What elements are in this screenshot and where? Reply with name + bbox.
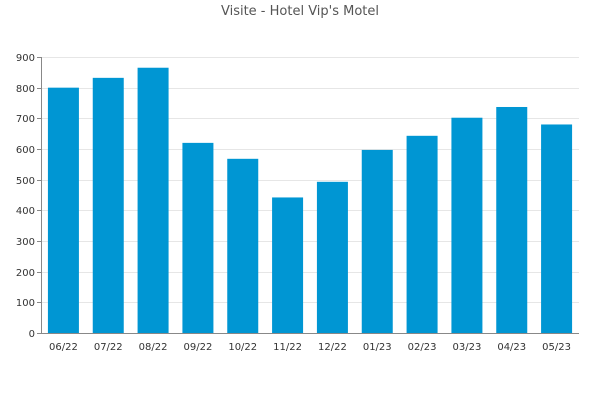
bar-02-23 (406, 135, 438, 333)
y-tick-label: 900 (16, 53, 35, 64)
bar-12-22 (316, 181, 348, 333)
y-tick-label: 600 (16, 145, 35, 156)
bar-06-22 (47, 87, 79, 333)
bar-09-22 (182, 142, 214, 333)
x-tick-label: 02/23 (408, 342, 437, 353)
x-tick-label: 08/22 (139, 342, 168, 353)
y-tick-label: 200 (16, 268, 35, 279)
x-tick-label: 10/22 (228, 342, 257, 353)
y-tick-label: 100 (16, 298, 35, 309)
bar-01-23 (361, 149, 393, 333)
grid-lines (41, 57, 579, 303)
x-tick-label: 05/23 (542, 342, 571, 353)
y-tick-label: 700 (16, 114, 35, 125)
y-tick-label: 800 (16, 84, 35, 95)
y-tick-label: 300 (16, 237, 35, 248)
x-tick-label: 06/22 (49, 342, 78, 353)
x-tick-labels: 06/22 07/22 08/22 09/22 10/22 11/22 12/22 01/23… (49, 342, 571, 353)
x-tick-label: 07/22 (94, 342, 123, 353)
x-tick-label: 09/22 (184, 342, 213, 353)
y-tick-label: 500 (16, 176, 35, 187)
y-tick-labels: 0 100 200 300 400 500 600 700 800 900 (16, 53, 35, 340)
x-tick-label: 01/23 (363, 342, 392, 353)
bar-07-22 (92, 77, 124, 333)
bars (47, 67, 573, 334)
y-tick-label: 400 (16, 206, 35, 217)
bar-05-23 (541, 124, 573, 333)
bar-10-22 (227, 158, 259, 333)
bar-03-23 (451, 117, 483, 333)
x-tick-label: 12/22 (318, 342, 347, 353)
bar-04-23 (496, 106, 528, 334)
x-tick-label: 11/22 (273, 342, 302, 353)
bar-08-22 (137, 67, 169, 333)
x-tick-label: 04/23 (497, 342, 526, 353)
axes (37, 57, 579, 334)
x-tick-label: 03/23 (453, 342, 482, 353)
y-tick-label: 0 (29, 329, 35, 340)
chart-title: Visite - Hotel Vip's Motel (221, 4, 379, 19)
bar-11-22 (272, 197, 304, 333)
